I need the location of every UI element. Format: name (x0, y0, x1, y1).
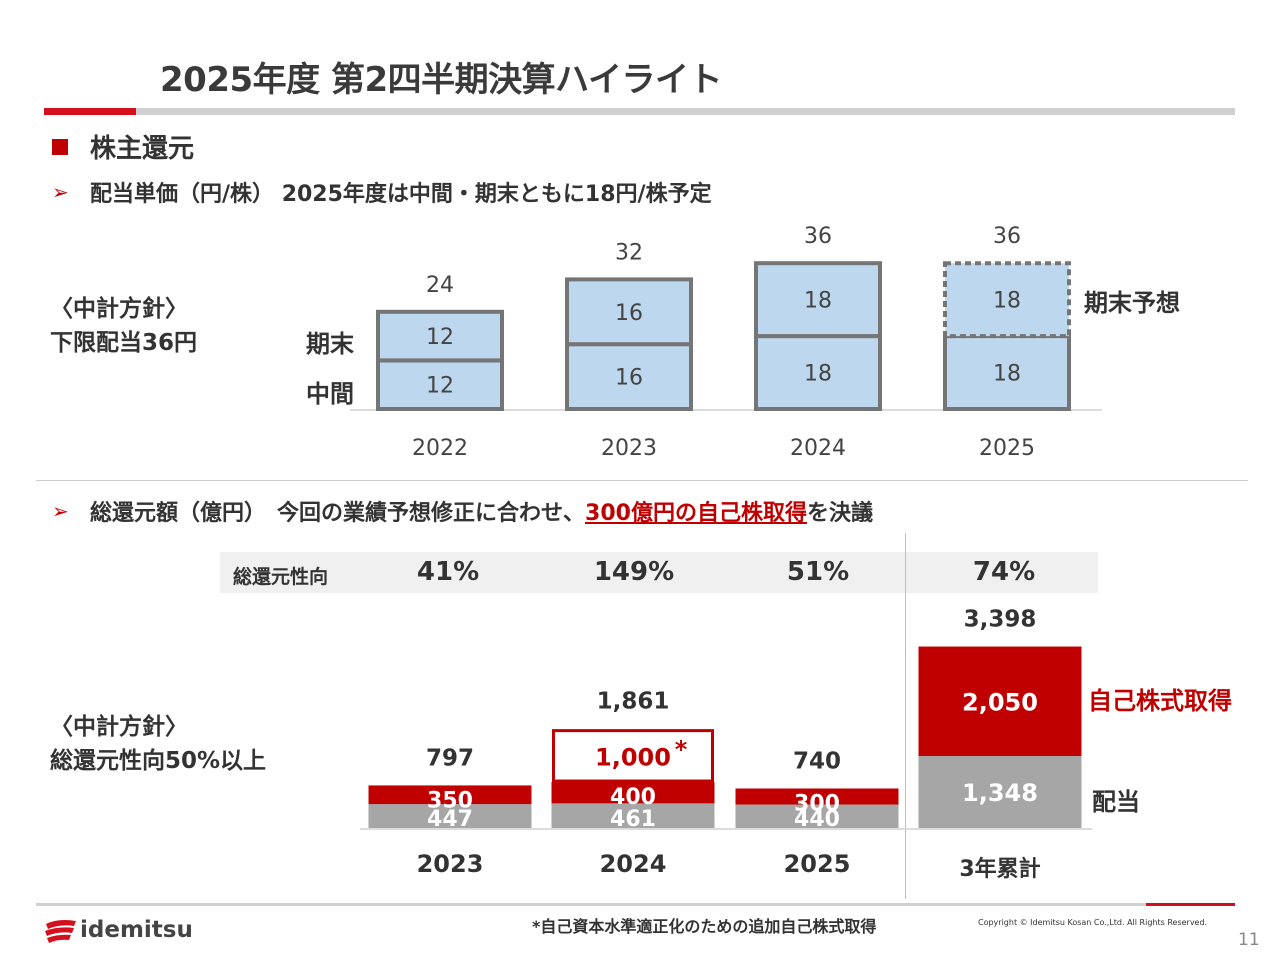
dividend-chart: 12 12 24 2022 16 16 32 2023 18 18 36 2024 18 18 36 2025 (350, 224, 1102, 461)
bar-interim-2022 (376, 358, 504, 411)
label-dividend: 配当 (1092, 788, 1140, 816)
bar-buyback-2023 (368, 785, 532, 805)
title-accent (44, 108, 136, 115)
label-total-return-2023: 797 (426, 745, 474, 771)
label-total-return-3年累計: 3,398 (964, 607, 1037, 633)
payout-ratio-cumulative-value: 74% (972, 557, 1036, 587)
tick-2025: 2025 (979, 436, 1035, 461)
bar-year-end-forecast-2025 (943, 261, 1071, 339)
title-underline (136, 108, 1235, 115)
label-year-end-2022: 12 (426, 325, 454, 350)
arrow-bullet-icon: ➢ (52, 180, 69, 204)
label-dividend-2025: 440 (794, 807, 840, 832)
label-total-2023: 32 (615, 240, 643, 265)
footnote: *自己資本水準適正化のための追加自己株式取得 (532, 917, 877, 936)
label-interim: 中間 (306, 380, 354, 408)
tick-return-2024: 2024 (600, 850, 667, 878)
footer-accent (1146, 903, 1235, 906)
bar-dividend-2024 (551, 803, 715, 828)
page-title: 2025年度 第2四半期決算ハイライト (160, 60, 722, 100)
arrow-bullet-icon: ➢ (52, 499, 69, 523)
total-return-heading-pre: 総還元額（億円） 今回の業績予想修正に合わせ、 (90, 501, 586, 526)
payout-ratio-2023-value: 41% (416, 557, 480, 587)
footer-line (36, 903, 1146, 906)
label-extra-buyback-2024: 1,000 (595, 743, 671, 771)
label-dividend-3年累計: 1,348 (962, 779, 1038, 807)
bar-dividend-3年累計 (918, 756, 1082, 828)
label-buyback-3年累計: 2,050 (962, 688, 1038, 716)
bar-buyback-2024 (551, 782, 715, 804)
bar-buyback-2025 (735, 788, 899, 805)
total-return-heading-highlight: 300億円の自己株取得 (585, 501, 807, 526)
label-year-end-2025: 18 (993, 289, 1021, 314)
total-return-heading-post: を決議 (806, 501, 873, 526)
payout-ratio-row (220, 552, 1098, 593)
label-total-return-2025: 740 (793, 748, 841, 774)
label-buyback-2023: 350 (427, 788, 473, 813)
label-year-end-2023: 16 (615, 301, 643, 326)
total-return-policy: 〈中計方針〉 総還元性向50%以上 (50, 710, 266, 778)
bar-dividend-2025 (735, 804, 899, 828)
payout-ratio-2025-value: 51% (786, 557, 850, 587)
tick-2024: 2024 (790, 436, 846, 461)
tick-return-3年累計: 3年累計 (959, 856, 1040, 882)
label-buyback: 自己株式取得 (1088, 687, 1232, 715)
label-interim-2025: 18 (993, 362, 1021, 387)
label-buyback-2024: 400 (610, 785, 656, 810)
company-logo-text: idemitsu (80, 917, 193, 943)
dividend-policy-line2: 下限配当36円 (50, 330, 198, 356)
bar-year-end-2023 (565, 277, 693, 347)
total-return-heading: 総還元額（億円） 今回の業績予想修正に合わせ、300億円の自己株取得を決議 (90, 495, 873, 527)
bar-year-end-2024 (754, 261, 882, 339)
label-buyback-2025: 300 (794, 791, 840, 816)
idemitsu-logo-icon (45, 920, 76, 943)
label-year-end: 期末 (306, 330, 354, 358)
section-title: 株主還元 (90, 134, 195, 164)
label-interim-2023: 16 (615, 366, 643, 391)
tick-return-2025: 2025 (784, 850, 851, 878)
bar-buyback-3年累計 (918, 646, 1082, 757)
label-total-return-2024: 1,861 (597, 689, 670, 715)
label-dividend-2023: 447 (427, 807, 473, 832)
cumulative-separator (905, 533, 906, 899)
payout-ratio-label: 総還元性向 (233, 566, 329, 588)
label-forecast: 期末予想 (1084, 289, 1180, 317)
asterisk-mark: * (675, 735, 688, 763)
total-return-policy-line1: 〈中計方針〉 (50, 714, 188, 740)
bar-interim-2024 (754, 334, 882, 412)
copyright: Copyright © Idemitsu Kosan Co.,Ltd. All … (978, 918, 1208, 927)
bar-extra-buyback-2024 (552, 729, 714, 783)
label-total-2025: 36 (993, 224, 1021, 249)
label-total-2024: 36 (804, 224, 832, 249)
dividend-heading: 配当単価（円/株） 2025年度は中間・期末ともに18円/株予定 (90, 182, 712, 207)
tick-return-2023: 2023 (417, 850, 484, 878)
payout-ratio-2024-value: 149% (593, 557, 675, 587)
bar-year-end-2022 (376, 309, 504, 363)
total-return-policy-line2: 総還元性向50%以上 (50, 748, 267, 774)
label-year-end-2024: 18 (804, 289, 832, 314)
page-number: 11 (1238, 930, 1260, 950)
bar-dividend-2023 (368, 804, 532, 828)
section-divider (36, 480, 1248, 481)
label-total-2022: 24 (426, 273, 454, 298)
dividend-policy-line1: 〈中計方針〉 (50, 296, 188, 322)
label-interim-2024: 18 (804, 362, 832, 387)
label-interim-2022: 12 (426, 374, 454, 399)
section-square-icon (52, 139, 68, 155)
tick-2022: 2022 (412, 436, 468, 461)
tick-2023: 2023 (601, 436, 657, 461)
label-dividend-2024: 461 (610, 807, 656, 832)
dividend-policy: 〈中計方針〉 下限配当36円 (50, 292, 197, 360)
